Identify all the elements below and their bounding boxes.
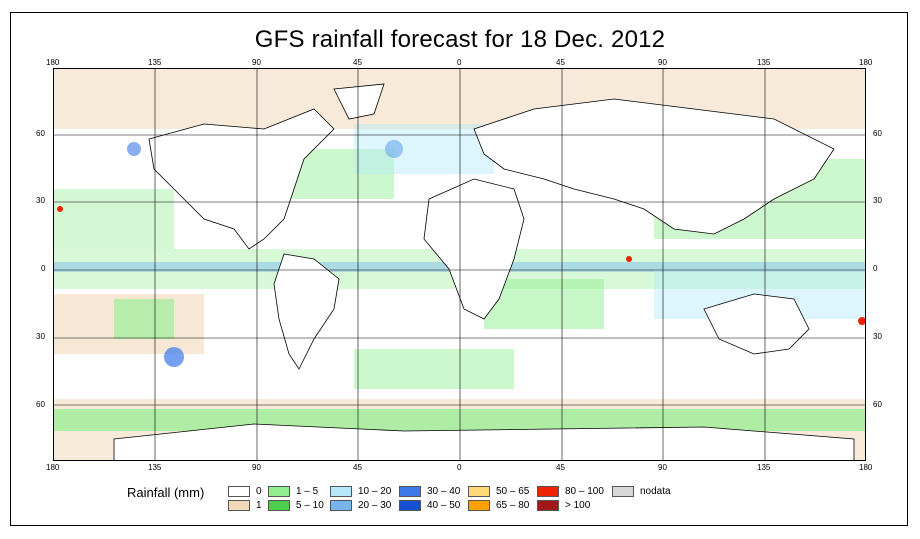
top-tick: 90 [252,58,261,67]
top-tick: 0 [457,58,462,67]
left-tick: 30 [36,332,45,341]
legend-label: 40 – 50 [427,500,461,511]
legend-swatch [468,500,490,511]
legend-label: 0 [256,486,262,497]
top-tick: 45 [353,58,362,67]
bottom-tick: 180 [859,463,873,472]
left-tick: 0 [41,264,46,273]
figure-frame [10,12,908,526]
legend-label: 1 – 5 [296,486,319,497]
bottom-tick: 90 [658,463,667,472]
legend-swatch [468,486,490,497]
legend-swatch [268,500,290,511]
right-tick: 30 [873,196,882,205]
bottom-tick: 45 [556,463,565,472]
left-tick: 60 [36,400,45,409]
top-tick: 45 [556,58,565,67]
left-tick: 30 [36,196,45,205]
legend-label: 20 – 30 [358,500,392,511]
legend-swatch [399,486,421,497]
map-canvas [54,69,865,460]
legend-label: 65 – 80 [496,500,530,511]
legend-swatch [330,486,352,497]
legend-label: 10 – 20 [358,486,392,497]
top-tick: 90 [658,58,667,67]
graticule [54,69,865,460]
legend-label: 5 – 10 [296,500,324,511]
rainfall-map [53,68,866,461]
right-tick: 0 [873,264,878,273]
legend-label: 1 [256,500,262,511]
right-tick: 30 [873,332,882,341]
bottom-tick: 90 [252,463,261,472]
legend-swatch [268,486,290,497]
legend-swatch [537,486,559,497]
legend-label: 50 – 65 [496,486,530,497]
legend-swatch [228,500,250,511]
legend-label: 30 – 40 [427,486,461,497]
bottom-tick: 0 [457,463,462,472]
legend-label: 80 – 100 [565,486,604,497]
bottom-tick: 180 [46,463,60,472]
map-title: GFS rainfall forecast for 18 Dec. 2012 [254,26,666,53]
legend-swatch [228,486,250,497]
right-tick: 60 [873,129,882,138]
legend-swatch [399,500,421,511]
bottom-tick: 45 [353,463,362,472]
left-tick: 60 [36,129,45,138]
top-tick: 180 [46,58,60,67]
top-tick: 135 [148,58,162,67]
top-tick: 180 [859,58,873,67]
bottom-tick: 135 [757,463,771,472]
legend-swatch [612,486,634,497]
coastlines [113,83,855,460]
bottom-tick: 135 [148,463,162,472]
legend-label: > 100 [565,500,591,511]
right-tick: 60 [873,400,882,409]
legend-swatch [330,500,352,511]
legend-label: nodata [640,486,671,497]
legend-swatch [537,500,559,511]
legend-title: Rainfall (mm) [127,485,205,500]
top-tick: 135 [757,58,771,67]
